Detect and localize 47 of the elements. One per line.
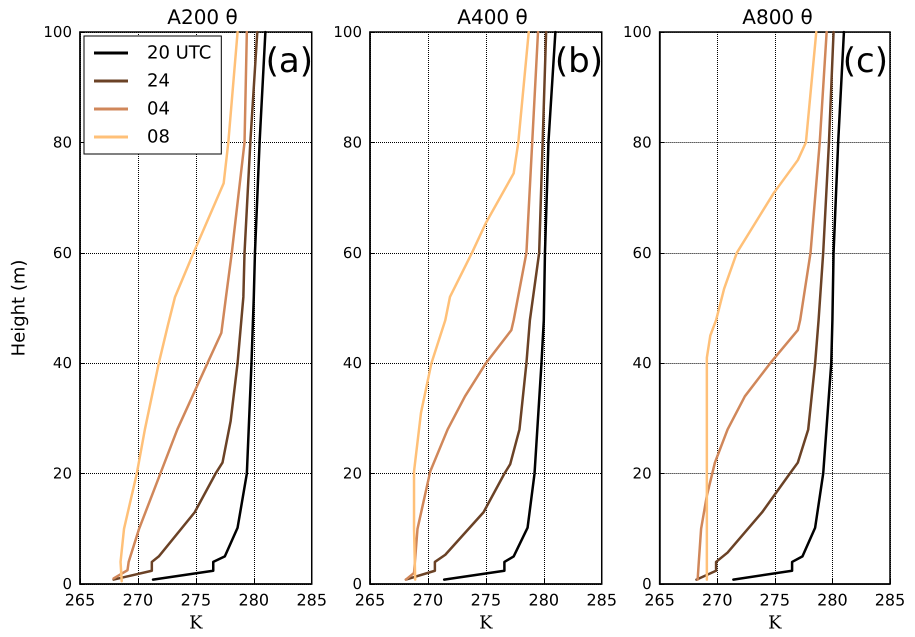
x-tick-label: 275 (760, 590, 790, 610)
x-tick-label: 270 (122, 590, 154, 610)
x-axis-title: K (768, 612, 782, 634)
annotation: (a) (266, 41, 314, 81)
x-axis-title: K (189, 612, 204, 634)
legend-label: 08 (147, 126, 170, 148)
y-tick-label: 100 (622, 23, 652, 41)
y-tick-label: 40 (52, 354, 72, 372)
x-tick-label: 265 (354, 590, 386, 610)
y-tick-label: 20 (632, 464, 652, 483)
y-tick-label: 20 (342, 464, 362, 483)
legend-label: 04 (147, 98, 170, 120)
y-tick-label: 80 (52, 133, 72, 152)
y-tick-label: 60 (342, 244, 362, 262)
x-tick-label: 265 (64, 590, 96, 610)
chart-title: A800 θ (742, 5, 813, 29)
y-tick-label: 80 (342, 133, 362, 152)
annotation: (b) (554, 41, 604, 81)
legend-label: 24 (147, 70, 170, 92)
y-tick-label: 100 (333, 23, 362, 41)
y-axis-title: Height (m) (8, 260, 30, 356)
y-tick-label: 80 (632, 133, 652, 152)
annotation: (c) (842, 41, 888, 81)
x-axis-title: K (479, 612, 494, 634)
x-tick-label: 270 (702, 590, 732, 610)
chart-title: A200 θ (167, 5, 238, 29)
legend-label: 20 UTC (147, 42, 212, 64)
y-tick-label: 0 (642, 575, 652, 593)
x-tick-label: 280 (817, 590, 848, 610)
x-tick-label: 285 (874, 590, 906, 610)
chart-title: A400 θ (457, 5, 528, 29)
x-tick-label: 275 (470, 590, 502, 610)
y-tick-label: 60 (52, 244, 72, 262)
x-tick-label: 285 (296, 590, 328, 610)
y-tick-label: 0 (62, 575, 72, 593)
y-tick-label: 40 (632, 354, 652, 372)
x-tick-label: 285 (586, 590, 618, 610)
y-tick-label: 60 (632, 244, 652, 262)
x-tick-label: 270 (412, 590, 444, 610)
y-tick-label: 20 (52, 464, 72, 483)
x-tick-label: 280 (238, 590, 270, 610)
x-tick-label: 275 (180, 590, 212, 610)
y-tick-label: 100 (43, 23, 72, 41)
y-tick-label: 0 (352, 575, 362, 593)
y-tick-label: 40 (342, 354, 362, 372)
x-tick-label: 265 (644, 590, 675, 610)
x-tick-label: 280 (528, 590, 560, 610)
